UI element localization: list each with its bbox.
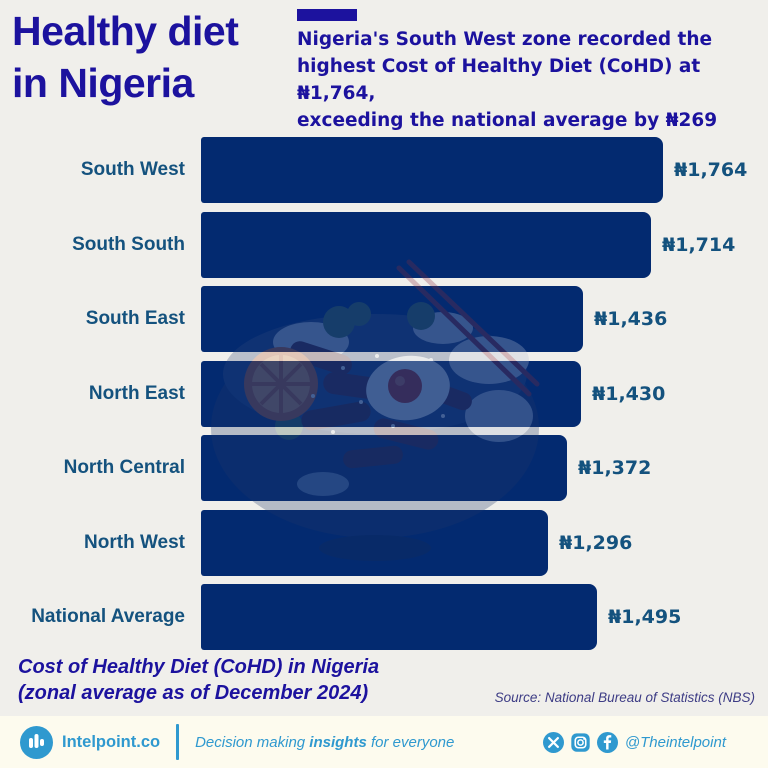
subtitle-accent-dash xyxy=(297,9,357,21)
bar-value-label: ₦1,714 xyxy=(662,234,736,256)
zone-label: South West xyxy=(80,159,185,180)
zone-label: North Central xyxy=(63,457,185,478)
subtitle-line2: highest Cost of Healthy Diet (CoHD) at ₦… xyxy=(297,56,701,104)
intelpoint-logo-icon xyxy=(20,725,53,759)
bar-value-label: ₦1,296 xyxy=(559,532,633,554)
bar-value-label: ₦1,495 xyxy=(608,606,682,628)
social-icons xyxy=(542,731,618,753)
chart-row: North West ₦1,296 xyxy=(0,510,768,576)
chart-row: South South ₦1,714 xyxy=(0,212,768,278)
social-handle: @Theintelpoint xyxy=(624,733,726,751)
page-title-line2: in Nigeria xyxy=(12,60,194,106)
page-title-line1: Healthy diet xyxy=(12,8,239,54)
subtitle-line3: exceeding the national average by ₦269 xyxy=(297,110,718,131)
page-title: Healthy diet in Nigeria xyxy=(12,5,239,109)
source-note: Source: National Bureau of Statistics (N… xyxy=(494,690,755,705)
footer-tagline: Decision making insights for everyone xyxy=(195,734,454,751)
bar-south-east xyxy=(201,286,583,352)
bar-value-label: ₦1,764 xyxy=(674,159,748,181)
facebook-icon xyxy=(596,731,618,753)
tagline-suffix: for everyone xyxy=(366,733,455,751)
footer: Intelpoint.co Decision making insights f… xyxy=(0,716,768,768)
zone-label: North West xyxy=(84,532,185,553)
chart-row: North Central ₦1,372 xyxy=(0,435,768,501)
bar-value-label: ₦1,436 xyxy=(594,308,668,330)
bar-national-average xyxy=(201,584,597,650)
zone-label: South South xyxy=(72,234,185,255)
bar-chart: South West ₦1,764 South South ₦1,714 South E… xyxy=(0,137,768,662)
zone-label: National Average xyxy=(31,606,185,627)
bar-north-west xyxy=(201,510,548,576)
tagline-prefix: Decision making xyxy=(195,733,310,751)
zone-label: North East xyxy=(88,383,185,404)
chart-row: South West ₦1,764 xyxy=(0,137,768,203)
tagline-bold: insights xyxy=(309,733,367,751)
subtitle: Nigeria's South West zone recorded the h… xyxy=(297,26,768,134)
bar-value-label: ₦1,372 xyxy=(578,457,652,479)
bar-south-west xyxy=(201,137,663,203)
brand-name: Intelpoint.co xyxy=(62,732,161,751)
chart-caption-line2: (zonal average as of December 2024) xyxy=(18,682,369,704)
chart-row: National Average ₦1,495 xyxy=(0,584,768,650)
x-icon xyxy=(542,731,564,753)
chart-caption-line1: Cost of Healthy Diet (CoHD) in Nigeria xyxy=(18,656,380,678)
bar-north-east xyxy=(201,361,581,427)
footer-divider xyxy=(176,724,180,760)
zone-label: South East xyxy=(85,308,185,329)
chart-row: South East ₦1,436 xyxy=(0,286,768,352)
bar-north-central xyxy=(201,435,567,501)
bar-south-south xyxy=(201,212,651,278)
subtitle-line1: Nigeria's South West zone recorded the xyxy=(297,29,713,50)
chart-row: North East ₦1,430 xyxy=(0,361,768,427)
bar-value-label: ₦1,430 xyxy=(592,383,666,405)
instagram-icon xyxy=(571,732,590,752)
chart-caption: Cost of Healthy Diet (CoHD) in Nigeria (… xyxy=(18,654,379,706)
